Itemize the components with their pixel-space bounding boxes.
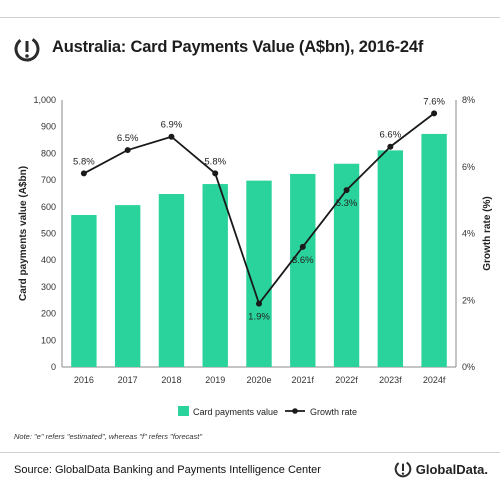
x-tick-label: 2023f <box>379 375 402 385</box>
y-tick-label: 200 <box>41 309 56 319</box>
y-tick-label: 400 <box>41 255 56 265</box>
y-tick-label: 100 <box>41 335 56 345</box>
y2-tick-label: 2% <box>462 295 475 305</box>
globaldata-logo-icon <box>14 36 40 62</box>
growth-rate-label: 6.9% <box>161 120 183 131</box>
globaldata-brand-icon <box>394 460 412 478</box>
growth-rate-point <box>80 170 87 177</box>
growth-rate-point <box>256 300 262 307</box>
bar-value-label: 723.1 <box>291 179 315 190</box>
growth-rate-point <box>343 187 350 194</box>
growth-rate-point <box>124 147 131 154</box>
legend-line-marker <box>292 408 298 414</box>
footer-rule <box>0 452 500 453</box>
y-tick-label: 900 <box>41 122 56 132</box>
bar-value-label: 606.2 <box>116 210 140 221</box>
x-tick-label: 2022f <box>335 375 358 385</box>
y2-tick-label: 0% <box>462 362 475 372</box>
y2-tick-label: 4% <box>462 229 475 239</box>
legend-bar-label: Card payments value <box>193 407 278 417</box>
brand-text: GlobalData. <box>415 461 488 477</box>
bar-value-label: 685.2 <box>203 189 227 200</box>
x-tick-label: 2020e <box>246 375 271 385</box>
x-tick-label: 2024f <box>423 375 446 385</box>
note-text: Note: "e" refers "estimated", whereas "f… <box>14 432 203 441</box>
bar <box>421 133 447 367</box>
growth-rate-label: 7.6% <box>423 96 445 107</box>
y2-tick-label: 6% <box>462 162 475 172</box>
growth-rate-label: 6.5% <box>117 133 139 144</box>
bar <box>202 184 228 367</box>
growth-rate-point <box>212 170 219 177</box>
x-tick-label: 2019 <box>205 375 225 385</box>
header-rule <box>0 17 500 18</box>
bar <box>71 214 97 367</box>
growth-rate-label: 5.3% <box>336 198 358 209</box>
chart-title: Australia: Card Payments Value (A$bn), 2… <box>52 38 424 56</box>
bar <box>114 205 141 367</box>
x-tick-label: 2021f <box>292 375 315 385</box>
y-axis-title: Card payments value (A$bn) <box>18 166 29 301</box>
x-tick-label: 2016 <box>74 375 94 385</box>
y-tick-label: 700 <box>41 175 56 185</box>
y-tick-label: 600 <box>41 202 56 212</box>
y-tick-label: 500 <box>41 229 56 239</box>
bar-value-label: 761.3 <box>335 169 359 180</box>
growth-rate-label: 3.6% <box>292 255 314 266</box>
legend-bar-swatch <box>178 406 189 416</box>
y2-axis-title: Growth rate (%) <box>482 196 493 270</box>
growth-rate-label: 1.9% <box>248 312 270 323</box>
growth-rate-point <box>431 110 438 117</box>
bar <box>290 173 316 367</box>
growth-rate-label: 5.8% <box>204 156 226 167</box>
bar-value-label: 698.0 <box>247 186 271 197</box>
chart: 0 100 200 300 400 500 600 700 800 900 1,000 0% 2% 4% 6… <box>18 95 493 417</box>
bar-value-label: 872.9 <box>422 139 446 150</box>
bar <box>377 150 404 367</box>
growth-rate-point <box>387 143 394 150</box>
y-tick-label: 1,000 <box>33 95 56 105</box>
y-tick-label: 0 <box>51 362 56 372</box>
bar-value-label: 647.9 <box>160 199 184 210</box>
y2-tick-label: 8% <box>462 95 475 105</box>
growth-rate-point <box>168 133 175 140</box>
x-tick-label: 2017 <box>118 375 138 385</box>
y-tick-label: 300 <box>41 282 56 292</box>
bar-value-label: 569.3 <box>72 220 96 231</box>
bar <box>158 194 185 367</box>
x-tick-label: 2018 <box>161 375 181 385</box>
growth-rate-point <box>299 243 306 250</box>
source-text: Source: GlobalData Banking and Payments … <box>14 464 321 476</box>
brand: GlobalData. <box>393 458 488 480</box>
bar <box>333 163 360 367</box>
y-tick-label: 800 <box>41 148 56 158</box>
growth-rate-label: 6.6% <box>380 130 402 141</box>
bar-value-label: 811.4 <box>379 155 403 166</box>
legend-line-label: Growth rate <box>310 407 357 417</box>
growth-rate-label: 5.8% <box>73 156 95 167</box>
bar <box>246 180 272 367</box>
